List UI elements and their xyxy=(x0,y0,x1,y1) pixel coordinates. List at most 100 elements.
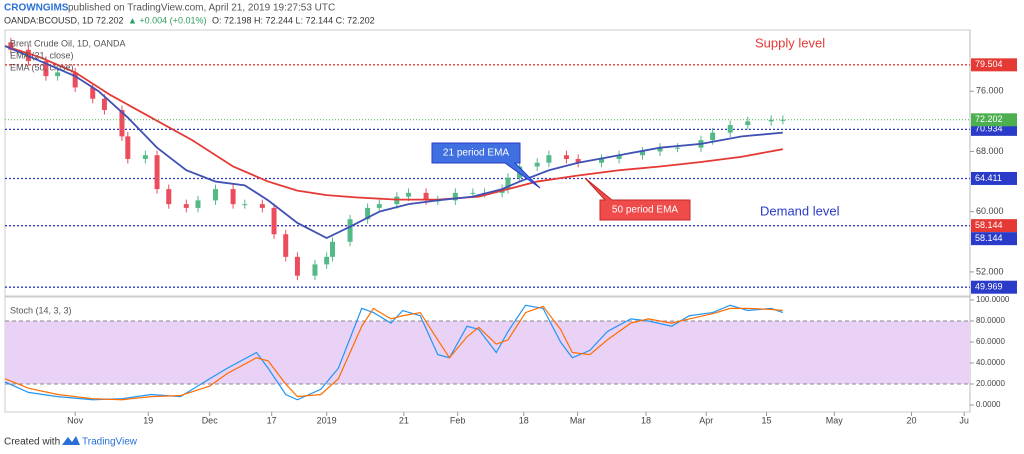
ema21-label: 21 period EMA xyxy=(443,148,509,159)
y-tick-label: 0.0000 xyxy=(976,400,1001,409)
candle-body xyxy=(406,192,412,197)
y-tick-label: 80.0000 xyxy=(976,316,1005,325)
stoch-line xyxy=(4,304,784,401)
x-tick-label: 18 xyxy=(519,415,529,425)
chart-title: Stoch (14, 3, 3) xyxy=(10,305,72,315)
change: ▲ +0.004 (+0.01%) xyxy=(128,15,206,25)
y-tick-label: 60.000 xyxy=(976,206,1004,216)
candle-body xyxy=(283,234,289,257)
ema21-callout xyxy=(431,142,541,189)
candle-body xyxy=(710,132,716,141)
candle-body xyxy=(546,155,552,163)
last-price-tag xyxy=(971,113,1017,127)
candle-body xyxy=(330,241,336,257)
x-tick-label: Ju xyxy=(959,415,969,425)
x-tick-label: 17 xyxy=(267,415,277,425)
footer-created: Created with xyxy=(4,437,60,448)
logo xyxy=(62,436,80,445)
candle-body xyxy=(575,158,581,163)
candle-body xyxy=(745,121,751,126)
x-tick-label: Feb xyxy=(450,415,466,425)
candle-body xyxy=(452,192,458,201)
demand-label: Demand level xyxy=(760,203,840,218)
last: 72.202 xyxy=(96,15,124,25)
y-tick-label: 60.0000 xyxy=(976,337,1005,346)
level-label: 79.504 xyxy=(975,59,1003,69)
candle-body xyxy=(242,204,248,206)
x-tick-label: 19 xyxy=(143,415,153,425)
level-tag xyxy=(971,232,1017,246)
candle-body xyxy=(43,61,49,77)
x-tick-label: 20 xyxy=(907,415,917,425)
y-tick-label: 76.000 xyxy=(976,86,1004,96)
candle-body xyxy=(101,98,107,111)
symbol: OANDA:BCOUSD, 1D xyxy=(4,15,94,25)
candle-body xyxy=(639,151,645,156)
candle-body xyxy=(195,200,201,208)
y-tick-label: 100.0000 xyxy=(976,295,1010,304)
footer-brand: TradingView xyxy=(82,437,138,448)
candle-body xyxy=(8,42,14,50)
candle-body xyxy=(365,207,371,220)
y-tick-label: 68.000 xyxy=(976,146,1004,156)
candle-body xyxy=(727,125,733,133)
candle-body xyxy=(616,155,622,159)
candle-body xyxy=(599,158,605,163)
candle-body xyxy=(183,204,189,208)
y-tick-label: 40.0000 xyxy=(976,358,1005,367)
ema50-callout xyxy=(584,177,691,221)
candle-body xyxy=(376,204,382,208)
candle-body xyxy=(423,192,429,201)
legend-entry: EMA (21, close) xyxy=(10,50,74,60)
candle-body xyxy=(271,207,277,235)
candle-body xyxy=(324,256,330,265)
level-label: 49.969 xyxy=(975,282,1003,292)
candle-body xyxy=(230,189,236,205)
candle-body xyxy=(55,72,61,77)
candle-body xyxy=(312,264,318,276)
y-tick-label: 52.000 xyxy=(976,266,1004,276)
ema50-label: 50 period EMA xyxy=(612,205,678,216)
candle-body xyxy=(470,192,476,194)
level-tag xyxy=(971,280,1017,294)
stoch-line xyxy=(4,305,783,401)
candle-body xyxy=(119,110,125,137)
plot: 76.000 68.000 60.000 52.000 Nov 19 Dec 17 2019 21… xyxy=(4,37,1017,425)
x-tick-label: Mar xyxy=(570,415,586,425)
ema-line xyxy=(4,45,783,240)
x-tick-label: 21 xyxy=(399,415,409,425)
last-price-label: 72.202 xyxy=(975,114,1003,124)
candle-body xyxy=(72,72,78,88)
ohlc: O: 72.198 H: 72.244 L: 72.144 C: 72.202 xyxy=(212,15,375,25)
chart-title: Brent Crude Oil, 1D, OANDA xyxy=(10,38,126,48)
y-tick-label: 20.0000 xyxy=(976,379,1005,388)
supply-label: Supply level xyxy=(755,35,825,50)
x-tick-label: 2019 xyxy=(317,415,337,425)
candle-body xyxy=(563,155,569,159)
level-label: 58.144 xyxy=(975,233,1003,243)
level-tag xyxy=(971,219,1017,233)
candle-body xyxy=(259,204,265,208)
candle-body xyxy=(166,189,172,205)
candle-body xyxy=(90,87,96,99)
candle-body xyxy=(213,189,219,201)
author: CROWNGIMS xyxy=(4,3,69,14)
candle-body xyxy=(657,147,663,152)
candle-body xyxy=(347,219,353,242)
level-tag xyxy=(971,58,1017,72)
x-tick-label: Nov xyxy=(67,415,84,425)
level-label: 64.411 xyxy=(975,173,1002,183)
x-tick-label: Dec xyxy=(202,415,219,425)
candle-body xyxy=(534,162,540,167)
x-tick-label: 18 xyxy=(641,415,651,425)
candle-body xyxy=(505,177,511,190)
x-tick-label: 15 xyxy=(761,415,771,425)
published: published on TradingView.com, April 21, … xyxy=(68,3,335,14)
candle-body xyxy=(294,256,300,276)
candle-body xyxy=(154,155,160,190)
candle-body xyxy=(675,147,681,149)
level-tag xyxy=(971,171,1017,185)
